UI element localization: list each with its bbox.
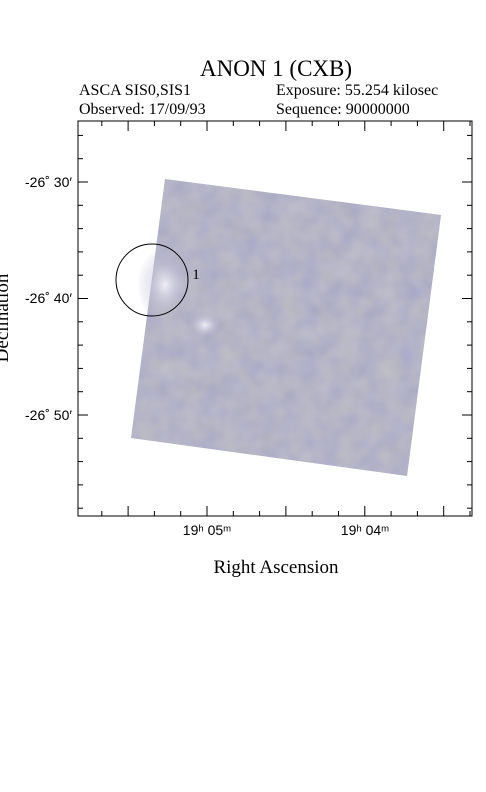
title: ANON 1 (CXB) [200, 56, 352, 81]
image-texture [131, 179, 441, 476]
sequence: Sequence: 90000000 [276, 101, 410, 118]
ticks [78, 121, 472, 516]
y-axis-label: Declination [0, 273, 13, 362]
bright-patch [137, 247, 193, 323]
frame [77, 120, 473, 517]
exposure: Exposure: 55.254 kilosec [276, 82, 438, 99]
source-label: 1 [192, 267, 200, 283]
y-tick-label: -26˚ 40′ [25, 290, 72, 306]
source-region [115, 243, 189, 317]
observed: Observed: 17/09/93 [79, 101, 206, 118]
y-tick-label: -26˚ 30′ [25, 174, 72, 190]
x-tick-label: 19ʰ 05ᵐ [183, 522, 231, 538]
instrument: ASCA SIS0,SIS1 [79, 82, 191, 99]
faint-patch [187, 311, 223, 339]
y-tick-label: -26˚ 50′ [25, 407, 72, 423]
x-tick-label: 19ʰ 04ᵐ [341, 522, 389, 538]
x-axis-label: Right Ascension [213, 557, 339, 578]
